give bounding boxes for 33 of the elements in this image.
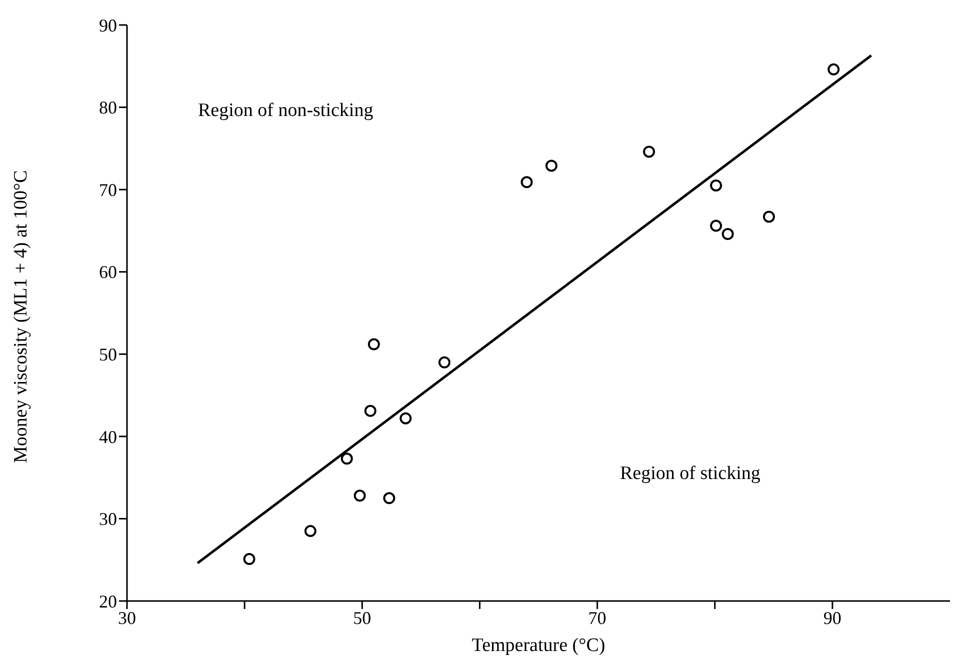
y-tick-label: 60 [99, 262, 117, 282]
x-axis-title: Temperature (°C) [472, 635, 606, 656]
y-tick-label: 70 [99, 180, 117, 200]
point [368, 338, 380, 350]
y-axis-title: Mooney viscosity (ML1 + 4) at 100°C [10, 170, 32, 463]
point [828, 63, 840, 76]
point [762, 210, 775, 223]
annotation: Region of sticking [620, 463, 760, 485]
x-tick-label: 50 [353, 608, 372, 628]
point [722, 228, 734, 240]
point [438, 356, 450, 368]
point [383, 492, 396, 504]
y-tick-label: 50 [99, 344, 117, 365]
point [545, 160, 558, 172]
point [364, 404, 376, 417]
point [354, 490, 366, 502]
x-tick-label: 90 [823, 608, 842, 628]
y-tick-label: 90 [99, 15, 117, 36]
point [243, 553, 256, 566]
point [304, 525, 316, 538]
point [710, 179, 722, 192]
y-tick-label: 20 [99, 591, 117, 612]
point [710, 220, 722, 232]
y-tick-label: 80 [99, 98, 117, 118]
y-tick-label: 40 [99, 426, 117, 447]
x-tick-label: 30 [118, 608, 136, 628]
annotation: Region of non-sticking [198, 100, 374, 122]
y-tick-label: 30 [99, 509, 117, 530]
point [520, 176, 533, 188]
point [340, 452, 353, 465]
point [400, 412, 412, 424]
x-tick-label: 70 [588, 608, 606, 628]
point [643, 146, 656, 158]
